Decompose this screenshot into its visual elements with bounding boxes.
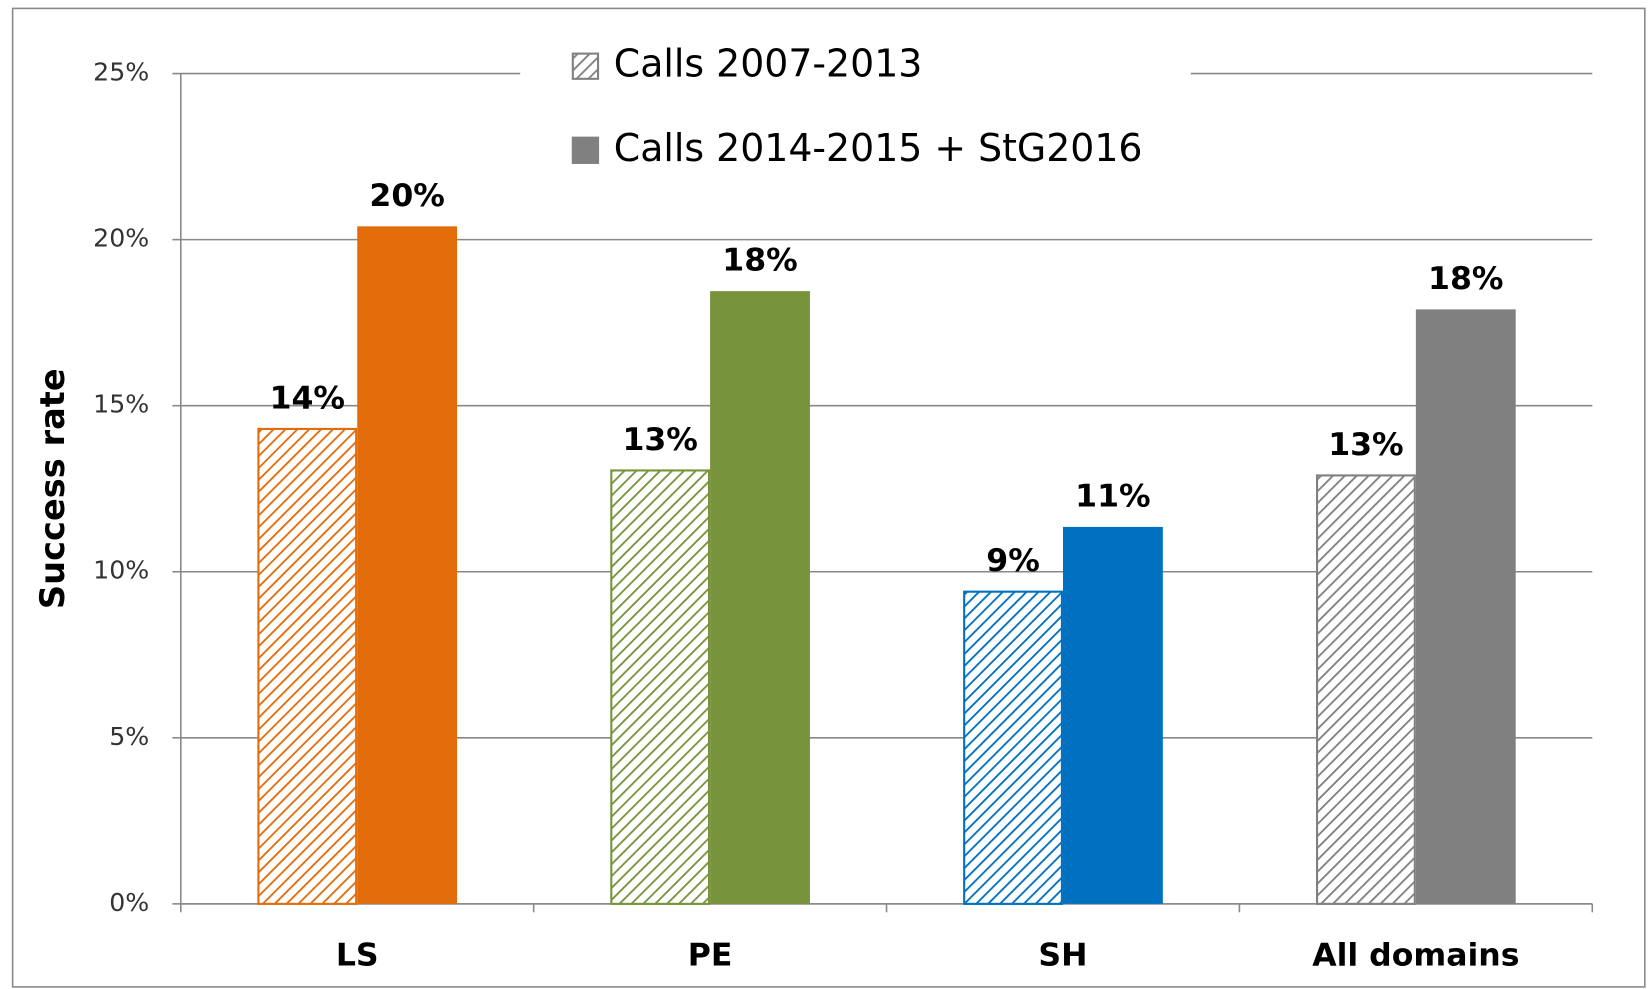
value-label: 11% xyxy=(1075,478,1150,514)
bar xyxy=(963,590,1063,905)
legend-label: Calls 2007-2013 xyxy=(614,42,923,86)
bar xyxy=(257,427,358,905)
value-label: 18% xyxy=(722,243,797,279)
bar xyxy=(610,469,711,905)
y-tick-label: 20% xyxy=(93,224,149,253)
x-tick-label: SH xyxy=(1038,937,1087,973)
bar xyxy=(1062,526,1163,904)
legend-background xyxy=(520,42,1191,190)
legend-label: Calls 2014-2015 + StG2016 xyxy=(614,126,1143,170)
x-tick-label: LS xyxy=(336,937,379,973)
value-label: 13% xyxy=(622,422,697,458)
legend-swatch xyxy=(571,52,600,80)
y-tick-label: 15% xyxy=(93,390,149,419)
bar xyxy=(1316,474,1416,905)
y-tick-label: 0% xyxy=(109,888,149,917)
value-label: 13% xyxy=(1328,427,1403,463)
value-label: 18% xyxy=(1428,261,1503,297)
value-label: 9% xyxy=(986,543,1040,579)
value-label: 20% xyxy=(369,178,444,214)
y-axis-label: Success rate xyxy=(33,368,72,609)
bar xyxy=(357,226,458,904)
value-label: 14% xyxy=(270,381,345,417)
y-tick-label: 10% xyxy=(93,556,149,585)
bar xyxy=(1415,309,1516,904)
x-tick-label: All domains xyxy=(1312,937,1519,973)
y-tick-label: 25% xyxy=(93,58,149,87)
legend-swatch xyxy=(571,136,600,164)
y-tick-label: 5% xyxy=(109,722,149,751)
x-tick-label: PE xyxy=(688,937,733,973)
bar xyxy=(710,291,810,904)
